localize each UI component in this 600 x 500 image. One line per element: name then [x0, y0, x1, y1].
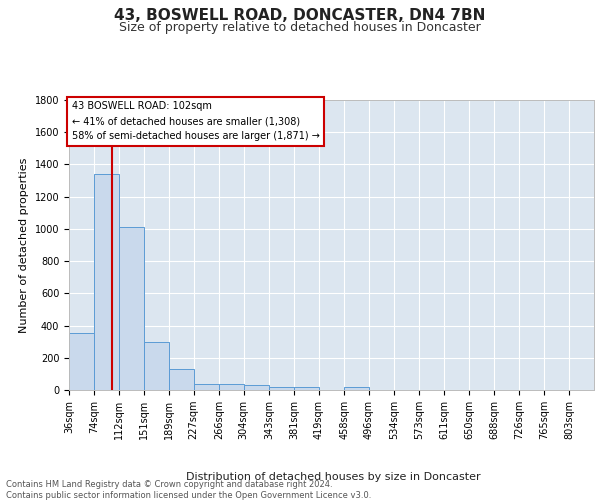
- Bar: [294, 387, 319, 390]
- Bar: [344, 387, 369, 390]
- Bar: [69, 333, 94, 390]
- Bar: [94, 174, 119, 390]
- Bar: [194, 384, 219, 390]
- Bar: [169, 369, 194, 390]
- Bar: [119, 228, 144, 390]
- Bar: [219, 384, 244, 390]
- Bar: [244, 385, 269, 390]
- Text: Size of property relative to detached houses in Doncaster: Size of property relative to detached ho…: [119, 21, 481, 34]
- Y-axis label: Number of detached properties: Number of detached properties: [19, 158, 29, 332]
- Text: 43 BOSWELL ROAD: 102sqm
← 41% of detached houses are smaller (1,308)
58% of semi: 43 BOSWELL ROAD: 102sqm ← 41% of detache…: [71, 102, 320, 141]
- Text: Contains HM Land Registry data © Crown copyright and database right 2024.
Contai: Contains HM Land Registry data © Crown c…: [6, 480, 371, 500]
- Text: Distribution of detached houses by size in Doncaster: Distribution of detached houses by size …: [185, 472, 481, 482]
- Bar: [269, 387, 294, 390]
- Bar: [144, 342, 169, 390]
- Text: 43, BOSWELL ROAD, DONCASTER, DN4 7BN: 43, BOSWELL ROAD, DONCASTER, DN4 7BN: [115, 8, 485, 22]
